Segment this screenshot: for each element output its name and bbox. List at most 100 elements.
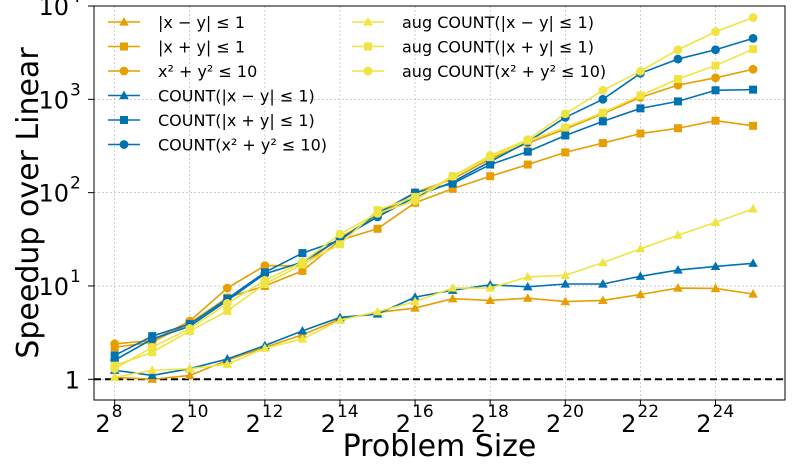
data-point [749, 85, 758, 94]
data-point [561, 123, 570, 132]
data-point [298, 257, 307, 267]
data-point [561, 148, 570, 157]
y-tick-exponent: 4 [70, 0, 81, 7]
legend-item: COUNT(|x + y| ≤ 1) [108, 111, 315, 130]
data-point [297, 325, 308, 335]
x-tick-label: 2 22 [621, 402, 659, 438]
y-tick-base: 10 [38, 86, 69, 114]
legend-item: aug COUNT(|x − y| ≤ 1) [352, 13, 594, 32]
y-tick-exponent: 1 [70, 267, 81, 287]
legend-item: aug COUNT(x² + y² ≤ 10) [352, 62, 606, 81]
data-point [711, 86, 720, 95]
data-point [260, 261, 270, 271]
legend-marker [120, 42, 128, 51]
y-tick-label: 10 1 [38, 267, 80, 301]
x-tick-exponent: 24 [713, 402, 735, 422]
data-point [185, 324, 195, 333]
y-tick-label: 104 [38, 0, 80, 21]
legend-marker [119, 90, 129, 100]
data-point [673, 54, 683, 64]
legend-marker [364, 42, 372, 51]
legend-item: |x + y| ≤ 1 [108, 38, 245, 57]
data-point [710, 261, 721, 271]
data-point [560, 109, 570, 119]
legend-label: aug COUNT(|x + y| ≤ 1) [402, 38, 594, 57]
data-point [184, 363, 195, 373]
x-tick-base: 2 [170, 410, 185, 438]
y-tick-label: 1 [65, 366, 80, 394]
data-point [523, 147, 532, 156]
plot-frame [93, 5, 786, 401]
data-point [636, 66, 645, 76]
legend-label: COUNT(x² + y² ≤ 10) [158, 136, 327, 155]
data-point [673, 230, 683, 239]
series-line [114, 48, 754, 367]
x-tick-exponent: 10 [187, 402, 209, 422]
data-point [447, 293, 458, 303]
legend-marker [119, 66, 129, 76]
data-point [598, 108, 607, 117]
data-point [410, 292, 420, 301]
data-point [748, 258, 758, 267]
data-point [485, 151, 495, 160]
data-point [710, 217, 721, 226]
data-point [673, 283, 683, 292]
x-tick-label: 2 24 [696, 402, 734, 438]
data-point [710, 283, 721, 293]
series-line [114, 119, 754, 349]
data-point [109, 372, 120, 381]
y-axis-label: Speedup over Linear [11, 47, 46, 359]
series-8 [110, 13, 758, 374]
data-point [711, 61, 720, 70]
y-tick-base: 10 [38, 0, 69, 21]
data-point [223, 306, 232, 315]
data-point [222, 299, 232, 308]
x-tick-base: 2 [246, 410, 261, 438]
legend-item: aug COUNT(|x + y| ≤ 1) [352, 38, 594, 57]
series-line [114, 287, 754, 381]
x-tick-base: 2 [696, 410, 711, 438]
x-axis-label: Problem Size [343, 429, 537, 464]
data-point [147, 365, 158, 374]
x-tick-base: 2 [321, 410, 336, 438]
data-point [523, 160, 532, 169]
data-point [560, 296, 571, 306]
x-tick-base: 2 [621, 410, 636, 438]
data-point [335, 229, 345, 239]
data-point [598, 279, 608, 288]
data-point [523, 135, 533, 145]
data-point [448, 184, 457, 193]
x-tick-exponent: 22 [637, 402, 659, 422]
data-point [297, 334, 308, 343]
data-point [635, 271, 646, 280]
data-point [448, 171, 458, 181]
x-tick-label: 2 20 [546, 402, 584, 438]
data-point [184, 370, 195, 380]
data-point [373, 224, 382, 233]
data-point [748, 33, 758, 43]
data-point [298, 266, 307, 275]
data-point [560, 279, 571, 288]
data-point [335, 240, 344, 249]
legend-label: aug COUNT(x² + y² ≤ 10) [402, 62, 606, 81]
data-point [711, 73, 720, 83]
data-point [635, 243, 646, 253]
data-point [598, 85, 608, 95]
data-point [522, 271, 533, 281]
y-tick-base: 10 [38, 180, 69, 208]
data-point [673, 45, 683, 55]
data-point [147, 370, 158, 380]
data-point [673, 124, 682, 133]
y-tick-base: 1 [65, 366, 80, 394]
data-point [748, 13, 758, 23]
legend-marker [363, 66, 373, 76]
data-point [748, 64, 758, 74]
legend-label: COUNT(|x + y| ≤ 1) [158, 111, 315, 130]
legend-marker [119, 140, 129, 149]
x-tick-base: 2 [471, 410, 486, 438]
data-point [561, 131, 570, 140]
x-tick-exponent: 12 [262, 402, 284, 422]
data-point [110, 364, 120, 374]
